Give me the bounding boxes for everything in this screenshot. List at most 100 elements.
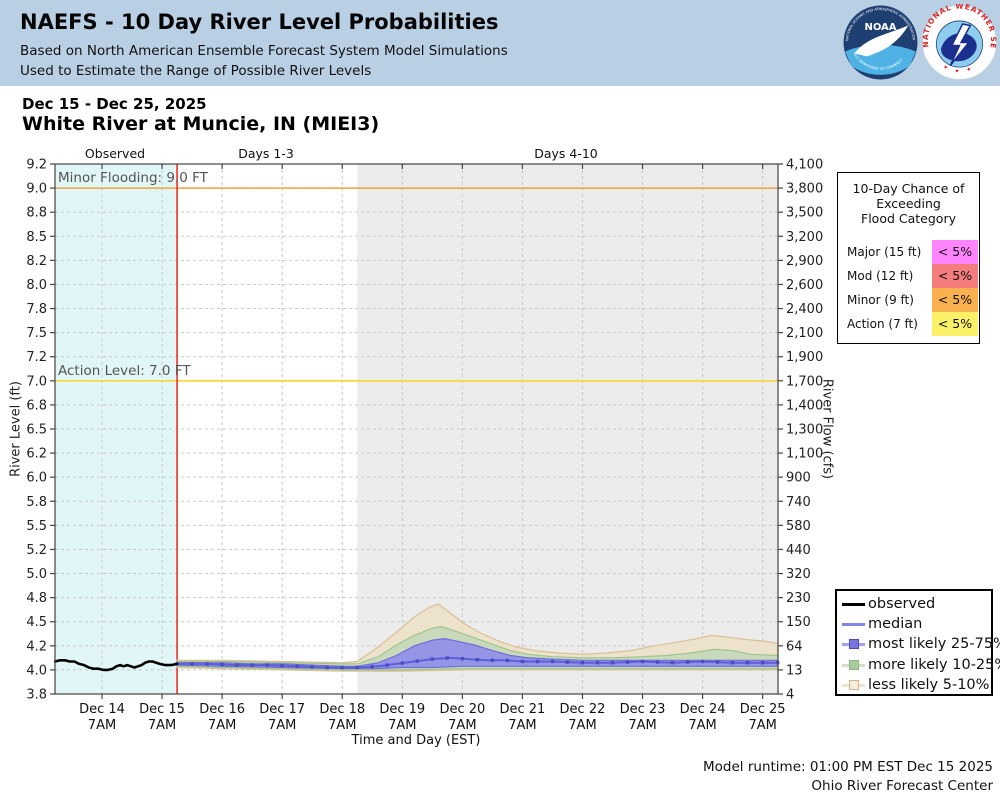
median-marker	[445, 656, 450, 660]
x-date-label: Dec 14	[79, 702, 125, 717]
left-tick-label: 8.5	[26, 230, 47, 245]
nws-logo-icon: NATIONAL WEATHER SERVICE ★ ★ ★ ★	[921, 4, 997, 80]
median-marker	[310, 665, 314, 669]
right-tick-label: 740	[786, 495, 811, 510]
flood-legend-title-line2: Exceeding	[876, 196, 941, 211]
y-axis-left-title: River Level (ft)	[8, 381, 24, 477]
right-tick-label: 230	[786, 591, 811, 606]
median-marker	[205, 662, 209, 666]
region-label-days-4-10: Days 4-10	[534, 146, 598, 161]
svg-text:NOAA: NOAA	[864, 22, 896, 33]
left-tick-label: 5.8	[26, 495, 47, 510]
page-subtitle-2: Used to Estimate the Range of Possible R…	[20, 63, 372, 79]
left-tick-label: 8.2	[26, 254, 47, 269]
plot-frame	[54, 163, 779, 695]
median-marker	[400, 661, 404, 665]
median-marker	[700, 659, 705, 664]
flood-row-moderate: Mod (12 ft) < 5%	[838, 264, 979, 288]
legend-item-less-likely: less likely 5-10%	[842, 675, 991, 695]
median-marker	[325, 665, 329, 670]
x-date-label: Dec 25	[740, 702, 786, 717]
median-marker	[775, 660, 780, 665]
band-more-likely-10-25-	[176, 625, 779, 671]
flood-category-legend: 10-Day Chance of Exceeding Flood Categor…	[837, 172, 980, 344]
x-date-label: Dec 22	[560, 702, 606, 717]
right-tick-label: 1,300	[786, 423, 823, 438]
median-marker	[640, 659, 645, 664]
region-label-days-1-3: Days 1-3	[238, 146, 294, 161]
header-banner: NAEFS - 10 Day River Level Probabilities…	[0, 0, 1000, 86]
median-marker	[175, 662, 179, 666]
left-tick-label: 7.0	[26, 374, 47, 389]
x-date-label: Dec 24	[680, 702, 726, 717]
left-tick-label: 7.2	[26, 350, 47, 365]
more-likely-band-swatch	[842, 658, 868, 672]
page-subtitle-1: Based on North American Ensemble Forecas…	[20, 43, 508, 59]
x-hour-label: 7AM	[748, 718, 776, 733]
x-date-label: Dec 23	[620, 702, 666, 717]
legend-item-observed: observed	[842, 594, 991, 614]
noaa-logo-icon: NOAA NATIONAL OCEANIC AND ATMOSPHERIC AD…	[843, 5, 918, 80]
region-observed	[55, 164, 178, 694]
legend-label: more likely 10-25%	[868, 656, 1000, 673]
station-title: White River at Muncie, IN (MIEI3)	[22, 113, 380, 135]
median-marker	[235, 663, 239, 667]
right-tick-label: 1,700	[786, 374, 823, 389]
right-tick-label: 3,200	[786, 230, 823, 245]
x-date-label: Dec 19	[379, 702, 425, 717]
right-tick-label: 1,900	[786, 350, 823, 365]
median-marker	[355, 665, 359, 670]
median-marker	[505, 658, 510, 663]
median-marker	[280, 663, 284, 668]
right-tick-label: 4,100	[786, 158, 823, 173]
right-tick-label: 150	[786, 615, 811, 630]
page-title: NAEFS - 10 Day River Level Probabilities	[20, 10, 499, 34]
median-line	[177, 656, 778, 669]
flood-legend-rows: Major (15 ft) < 5% Mod (12 ft) < 5% Mino…	[838, 240, 979, 336]
x-date-label: Dec 17	[259, 702, 305, 717]
median-marker	[415, 659, 420, 663]
median-marker	[220, 662, 224, 667]
median-marker	[625, 660, 630, 664]
left-tick-label: 6.5	[26, 423, 47, 438]
right-tick-label: 3,500	[786, 206, 823, 221]
region-days-1-3	[177, 164, 358, 694]
median-marker	[580, 660, 585, 665]
legend-line-sample	[842, 623, 865, 627]
x-date-label: Dec 16	[199, 702, 245, 717]
x-hour-label: 7AM	[508, 718, 536, 733]
right-tick-label: 2,900	[786, 254, 823, 269]
x-hour-label: 7AM	[688, 718, 716, 733]
right-tick-label: 3,800	[786, 182, 823, 197]
median-marker	[520, 659, 525, 664]
x-date-label: Dec 21	[499, 702, 545, 717]
x-hour-label: 7AM	[88, 718, 116, 733]
left-tick-label: 5.5	[26, 519, 47, 534]
band-less-likely-5-10-	[176, 603, 779, 672]
right-tick-label: 1,100	[786, 447, 823, 462]
right-tick-label: 580	[786, 519, 811, 534]
left-tick-label: 6.8	[26, 398, 47, 413]
x-hour-label: 7AM	[388, 718, 416, 733]
median-marker	[655, 660, 660, 664]
median-marker	[250, 663, 254, 667]
left-tick-label: 5.2	[26, 543, 47, 558]
left-tick-label: 3.8	[26, 688, 47, 703]
x-hour-label: 7AM	[448, 718, 476, 733]
most-likely-band-swatch	[842, 637, 868, 651]
legend-label: less likely 5-10%	[868, 676, 990, 693]
region-label-observed: Observed	[84, 146, 146, 161]
x-hour-label: 7AM	[628, 718, 656, 733]
legend-label: most likely 25-75%	[868, 636, 1000, 653]
median-marker	[460, 656, 465, 661]
forecast-center: Ohio River Forecast Center	[811, 778, 993, 794]
median-marker	[670, 660, 675, 665]
legend-line-sample	[842, 603, 865, 607]
observed-line-swatch	[842, 597, 868, 611]
median-marker	[340, 665, 344, 670]
model-runtime: Model runtime: 01:00 PM EST Dec 15 2025	[703, 759, 993, 775]
left-tick-label: 8.0	[26, 278, 47, 293]
left-tick-label: 9.2	[26, 158, 47, 173]
series-legend: observed median most likely 25-75% more …	[835, 589, 1000, 696]
legend-item-median: median	[842, 614, 991, 634]
